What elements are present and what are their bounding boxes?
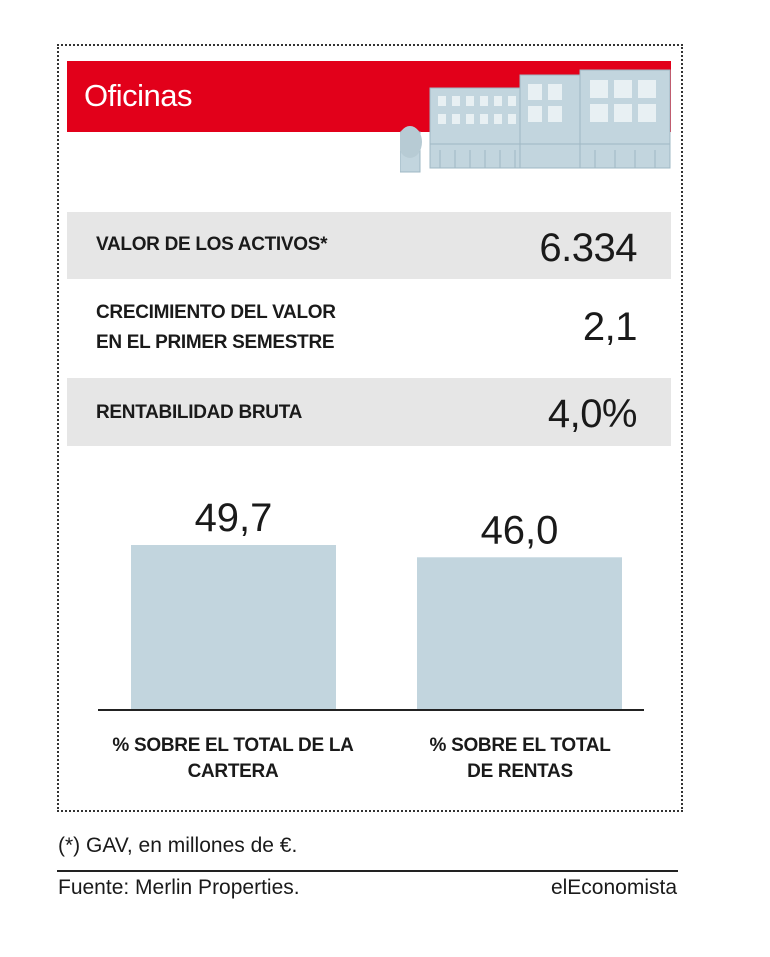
category-label-line: % SOBRE EL TOTAL DE LA [112, 735, 354, 756]
metric-label: VALOR DE LOS ACTIVOS* [96, 234, 328, 255]
category-label-line: % SOBRE EL TOTAL [429, 735, 611, 756]
category-label-line: DE RENTAS [467, 761, 573, 782]
bar-1 [417, 557, 622, 710]
metric-value: 4,0% [547, 392, 638, 436]
infographic-frame [57, 44, 683, 812]
footer-rule [57, 870, 678, 872]
metric-value: 2,1 [582, 305, 638, 349]
metric-label-line1: CRECIMIENTO DEL VALOR [96, 302, 336, 323]
office-building-icon [400, 69, 671, 173]
brand-logo: elEconomista [550, 876, 677, 899]
bar-value-label-0: 49,7 [195, 496, 273, 540]
metric-row-value-growth: CRECIMIENTO DEL VALOR EN EL PRIMER SEMES… [67, 279, 671, 378]
header-title: Oficinas [84, 78, 192, 113]
category-label-line: CARTERA [187, 761, 279, 782]
metric-label: RENTABILIDAD BRUTA [96, 402, 303, 423]
metric-value: 6.334 [539, 226, 637, 270]
category-label-0: % SOBRE EL TOTAL DE LA CARTERA [93, 733, 373, 785]
metric-row-asset-value: VALOR DE LOS ACTIVOS* 6.334 [67, 212, 671, 279]
bar-0 [131, 545, 336, 710]
metric-label-line2: EN EL PRIMER SEMESTRE [96, 332, 335, 353]
bar-value-label-1: 46,0 [481, 508, 559, 552]
category-label-1: % SOBRE EL TOTAL DE RENTAS [380, 733, 660, 785]
footnote: (*) GAV, en millones de €. [58, 834, 298, 857]
metric-row-gross-yield: RENTABILIDAD BRUTA 4,0% [67, 378, 671, 446]
source-note: Fuente: Merlin Properties. [58, 876, 300, 899]
